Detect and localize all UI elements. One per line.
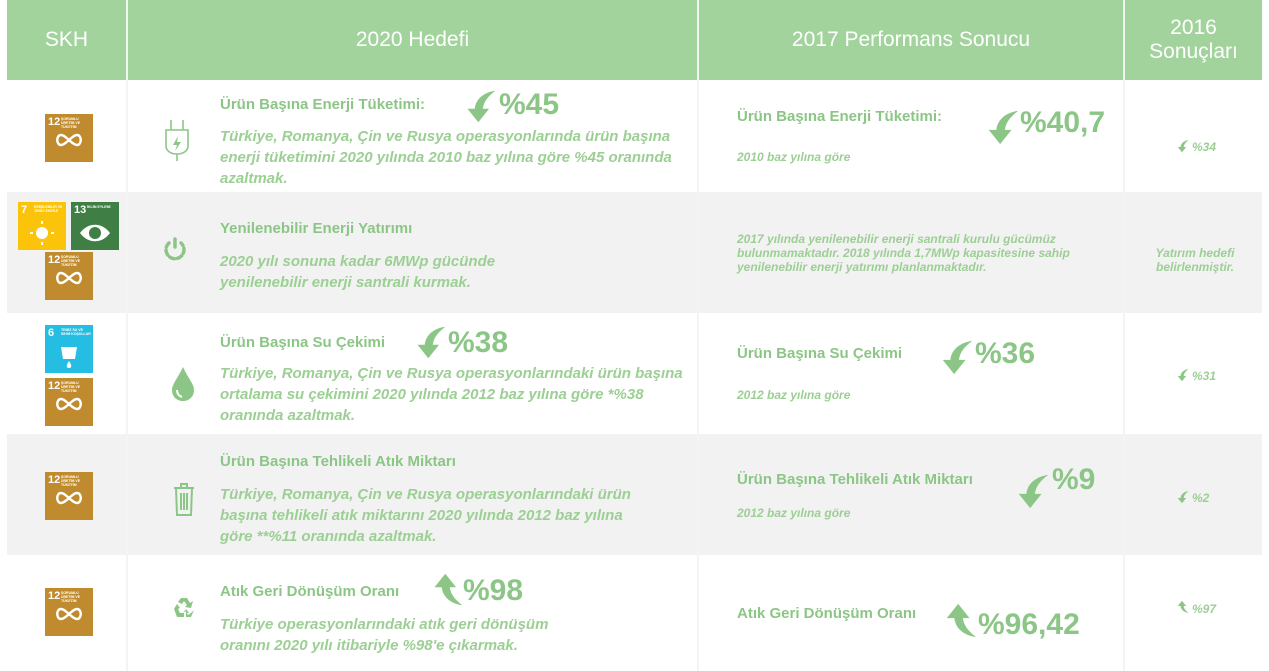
result-2016: %31 <box>1192 369 1217 383</box>
sdg-number: 12 <box>48 254 61 266</box>
down-arrow <box>413 324 449 360</box>
header-cell: 2020 Hedefi <box>128 0 697 80</box>
sdg-label: SORUMLU ÜRETİM VE TÜKETİM <box>61 117 81 129</box>
sdg-icon: 12 SORUMLU ÜRETİM VE TÜKETİM <box>45 588 93 636</box>
down-arrow <box>984 108 1022 146</box>
performance-value: %96,42 <box>978 608 1080 641</box>
plug-icon <box>165 120 189 161</box>
down-arrow <box>938 338 976 376</box>
row-bg <box>7 313 1262 434</box>
sdg-label: ERİŞİLEBİLİR VE TEMİZ ENERJİ <box>34 205 63 213</box>
sdg-label: SORUMLU ÜRETİM VE TÜKETİM <box>61 381 81 393</box>
sdg-icon: 6 TEMİZ SU VE SIHHİ KOŞULLAR <box>45 325 93 373</box>
down-arrow <box>463 88 499 124</box>
result-2016: %34 <box>1192 140 1217 154</box>
sdg-number: 12 <box>48 116 61 128</box>
down-arrow <box>1176 490 1190 504</box>
down-arrow <box>1176 368 1190 382</box>
sdg-number: 13 <box>74 204 87 216</box>
trash-icon <box>174 483 194 516</box>
sdg-icon: 12 SORUMLU ÜRETİM VE TÜKETİM <box>45 114 93 162</box>
performance-note: 2017 yılında yenilenebilir enerji santra… <box>737 232 1070 274</box>
target-text: Türkiye, Romanya, Çin ve Rusya operasyon… <box>220 486 631 545</box>
result-2016: Yatırım hedefi belirlenmiştir. <box>1155 246 1235 274</box>
recycle-icon <box>174 598 194 617</box>
sdg-icon: 13 İKLİM EYLEMİ <box>71 202 119 250</box>
power-icon <box>164 237 186 261</box>
performance-title: Ürün Başına Su Çekimi <box>737 345 903 362</box>
target-text: Türkiye, Romanya, Çin ve Rusya operasyon… <box>220 365 683 424</box>
performance-value: %40,7 <box>1020 106 1106 139</box>
result-2016: %97 <box>1192 602 1217 616</box>
drop-icon <box>172 367 194 401</box>
target-text: Türkiye, Romanya, Çin ve Rusya operasyon… <box>220 128 672 187</box>
result-2016: %2 <box>1192 491 1210 505</box>
performance-note: 2012 baz yılına göre <box>737 388 851 402</box>
sdg-icon: 12 SORUMLU ÜRETİM VE TÜKETİM <box>45 378 93 426</box>
sdg-label: SORUMLU ÜRETİM VE TÜKETİM <box>61 591 81 603</box>
sdg-icon: 12 SORUMLU ÜRETİM VE TÜKETİM <box>45 252 93 300</box>
row-bg <box>7 80 1262 192</box>
target-title: Atık Geri Dönüşüm Oranı <box>220 583 400 600</box>
sdg-icon: 7 ERİŞİLEBİLİR VE TEMİZ ENERJİ <box>18 202 66 250</box>
header-cell: 2017 Performans Sonucu <box>699 0 1123 80</box>
sdg-icon: 12 SORUMLU ÜRETİM VE TÜKETİM <box>45 472 93 520</box>
target-title: Ürün Başına Su Çekimi <box>220 334 386 351</box>
row-bg <box>7 555 1262 671</box>
sdg-label: TEMİZ SU VE SIHHİ KOŞULLAR <box>61 328 91 336</box>
down-arrow <box>1014 472 1052 510</box>
performance-title: Ürün Başına Tehlikeli Atık Miktarı <box>737 471 973 488</box>
sdg-label: SORUMLU ÜRETİM VE TÜKETİM <box>61 475 81 487</box>
target-title: Ürün Başına Enerji Tüketimi: <box>220 96 426 113</box>
sdg-number: 6 <box>48 327 55 339</box>
target-value: %38 <box>448 326 509 359</box>
performance-value: %36 <box>975 337 1036 370</box>
header-cell: SKH <box>7 0 126 80</box>
up-arrow <box>1176 600 1190 614</box>
performance-title: Ürün Başına Enerji Tüketimi: <box>737 108 943 125</box>
down-arrow <box>1176 139 1190 153</box>
row-bg <box>7 192 1262 313</box>
sdg-number: 12 <box>48 474 61 486</box>
up-arrow <box>430 572 466 608</box>
target-text: Türkiye operasyonlarındaki atık geri dön… <box>220 616 549 654</box>
column-separator <box>1123 0 1125 671</box>
header-cell: 2016 Sonuçları <box>1125 0 1262 80</box>
sdg-number: 12 <box>48 590 61 602</box>
target-title: Yenilenebilir Enerji Yatırımı <box>220 220 413 237</box>
row-bg <box>7 434 1262 555</box>
column-separator <box>126 0 128 671</box>
target-value: %98 <box>463 574 524 607</box>
sdg-number: 12 <box>48 380 61 392</box>
target-text: 2020 yılı sonuna kadar 6MWp gücünde yeni… <box>220 253 496 291</box>
up-arrow <box>942 602 980 640</box>
sdg-number: 7 <box>21 204 28 216</box>
performance-note: 2010 baz yılına göre <box>737 150 851 164</box>
performance-value: %9 <box>1052 463 1096 496</box>
performance-title: Atık Geri Dönüşüm Oranı <box>737 605 917 622</box>
column-separator <box>697 0 699 671</box>
target-title: Ürün Başına Tehlikeli Atık Miktarı <box>220 453 456 470</box>
sdg-label: İKLİM EYLEMİ <box>87 205 111 209</box>
performance-note: 2012 baz yılına göre <box>737 506 851 520</box>
target-value: %45 <box>499 88 560 121</box>
sdg-label: SORUMLU ÜRETİM VE TÜKETİM <box>61 255 81 267</box>
